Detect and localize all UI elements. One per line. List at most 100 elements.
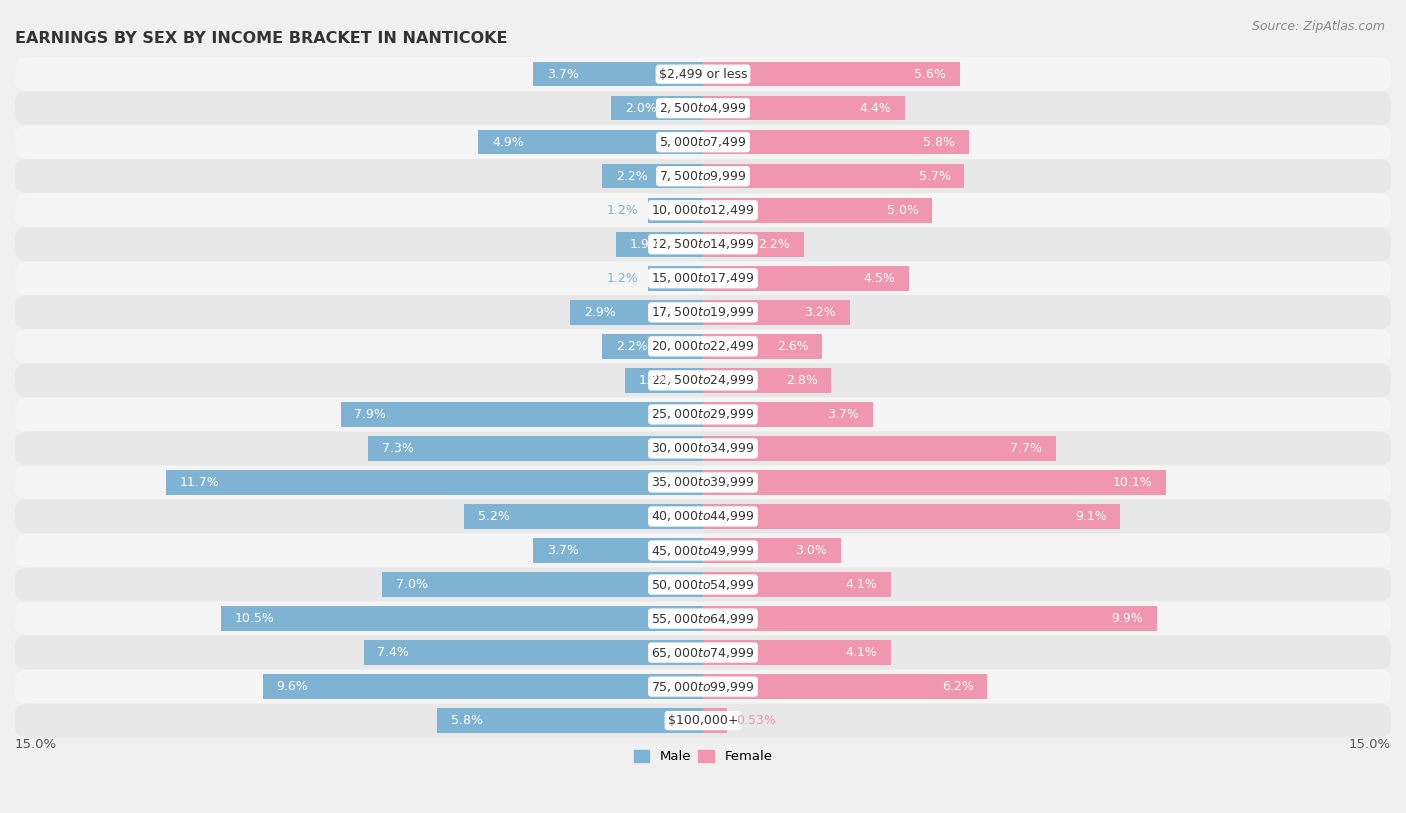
Bar: [703, 334, 823, 359]
Text: 9.6%: 9.6%: [277, 680, 308, 693]
Text: 5.8%: 5.8%: [924, 136, 955, 149]
FancyBboxPatch shape: [15, 57, 1391, 91]
Bar: [703, 198, 932, 223]
FancyBboxPatch shape: [15, 125, 1391, 159]
Bar: [703, 266, 910, 290]
Text: $45,000 to $49,999: $45,000 to $49,999: [651, 544, 755, 558]
Text: $10,000 to $12,499: $10,000 to $12,499: [651, 203, 755, 217]
Text: $20,000 to $22,499: $20,000 to $22,499: [651, 339, 755, 354]
Bar: [464, 504, 703, 528]
FancyBboxPatch shape: [15, 432, 1391, 466]
Text: 7.4%: 7.4%: [377, 646, 409, 659]
Bar: [626, 368, 703, 393]
Bar: [703, 606, 1157, 631]
Text: 3.7%: 3.7%: [827, 408, 859, 421]
Text: 5.6%: 5.6%: [914, 67, 946, 80]
Text: 7.7%: 7.7%: [1011, 442, 1042, 455]
Text: 2.2%: 2.2%: [616, 170, 648, 183]
Text: 2.2%: 2.2%: [616, 340, 648, 353]
FancyBboxPatch shape: [15, 567, 1391, 602]
FancyBboxPatch shape: [15, 261, 1391, 295]
Text: 4.9%: 4.9%: [492, 136, 524, 149]
Bar: [703, 368, 831, 393]
Bar: [364, 641, 703, 665]
Bar: [703, 96, 905, 120]
Bar: [703, 62, 960, 86]
Bar: [703, 437, 1056, 461]
Text: $75,000 to $99,999: $75,000 to $99,999: [651, 680, 755, 693]
Text: 5.7%: 5.7%: [918, 170, 950, 183]
Bar: [703, 300, 849, 324]
FancyBboxPatch shape: [15, 602, 1391, 636]
Text: 5.0%: 5.0%: [887, 204, 918, 217]
Text: EARNINGS BY SEX BY INCOME BRACKET IN NANTICOKE: EARNINGS BY SEX BY INCOME BRACKET IN NAN…: [15, 31, 508, 46]
FancyBboxPatch shape: [15, 193, 1391, 228]
FancyBboxPatch shape: [15, 466, 1391, 499]
Bar: [703, 538, 841, 563]
Text: 6.2%: 6.2%: [942, 680, 973, 693]
Bar: [166, 470, 703, 494]
Text: 1.2%: 1.2%: [607, 204, 638, 217]
Bar: [703, 130, 969, 154]
FancyBboxPatch shape: [15, 533, 1391, 567]
Text: $35,000 to $39,999: $35,000 to $39,999: [651, 476, 755, 489]
Text: $2,500 to $4,999: $2,500 to $4,999: [659, 101, 747, 115]
Bar: [602, 164, 703, 189]
Bar: [703, 470, 1166, 494]
Text: $55,000 to $64,999: $55,000 to $64,999: [651, 611, 755, 625]
Text: 3.7%: 3.7%: [547, 67, 579, 80]
Text: 1.9%: 1.9%: [630, 237, 661, 250]
Text: 7.3%: 7.3%: [382, 442, 413, 455]
Text: 1.7%: 1.7%: [638, 374, 671, 387]
FancyBboxPatch shape: [15, 499, 1391, 533]
Text: 3.7%: 3.7%: [547, 544, 579, 557]
Bar: [648, 266, 703, 290]
Text: 2.2%: 2.2%: [758, 237, 790, 250]
Text: 7.0%: 7.0%: [395, 578, 427, 591]
Bar: [478, 130, 703, 154]
Bar: [703, 708, 727, 733]
Text: 2.0%: 2.0%: [626, 102, 657, 115]
Text: 15.0%: 15.0%: [1348, 738, 1391, 751]
Text: 11.7%: 11.7%: [180, 476, 219, 489]
Text: 4.1%: 4.1%: [845, 578, 877, 591]
Text: 10.1%: 10.1%: [1112, 476, 1153, 489]
Text: $40,000 to $44,999: $40,000 to $44,999: [651, 510, 755, 524]
Bar: [612, 96, 703, 120]
FancyBboxPatch shape: [15, 398, 1391, 432]
Text: $7,500 to $9,999: $7,500 to $9,999: [659, 169, 747, 183]
Text: $22,500 to $24,999: $22,500 to $24,999: [651, 373, 755, 387]
Text: 0.53%: 0.53%: [737, 714, 776, 727]
Text: 4.4%: 4.4%: [859, 102, 891, 115]
Bar: [533, 62, 703, 86]
FancyBboxPatch shape: [15, 636, 1391, 670]
FancyBboxPatch shape: [15, 159, 1391, 193]
Bar: [703, 402, 873, 427]
Bar: [368, 437, 703, 461]
Text: 5.8%: 5.8%: [451, 714, 482, 727]
Text: $5,000 to $7,499: $5,000 to $7,499: [659, 135, 747, 150]
Text: $2,499 or less: $2,499 or less: [659, 67, 747, 80]
Text: $25,000 to $29,999: $25,000 to $29,999: [651, 407, 755, 421]
Text: 9.9%: 9.9%: [1112, 612, 1143, 625]
Text: 2.9%: 2.9%: [583, 306, 616, 319]
Bar: [602, 334, 703, 359]
Bar: [569, 300, 703, 324]
FancyBboxPatch shape: [15, 670, 1391, 703]
FancyBboxPatch shape: [15, 703, 1391, 737]
Bar: [616, 232, 703, 257]
Text: 2.6%: 2.6%: [776, 340, 808, 353]
Text: 4.5%: 4.5%: [863, 272, 896, 285]
Text: 7.9%: 7.9%: [354, 408, 387, 421]
FancyBboxPatch shape: [15, 228, 1391, 261]
Text: $17,500 to $19,999: $17,500 to $19,999: [651, 306, 755, 320]
Bar: [703, 572, 891, 597]
Text: $50,000 to $54,999: $50,000 to $54,999: [651, 577, 755, 592]
Bar: [263, 674, 703, 699]
Legend: Male, Female: Male, Female: [628, 745, 778, 768]
Text: $15,000 to $17,499: $15,000 to $17,499: [651, 272, 755, 285]
Bar: [648, 198, 703, 223]
Text: 3.2%: 3.2%: [804, 306, 837, 319]
Text: 4.1%: 4.1%: [845, 646, 877, 659]
Text: $30,000 to $34,999: $30,000 to $34,999: [651, 441, 755, 455]
